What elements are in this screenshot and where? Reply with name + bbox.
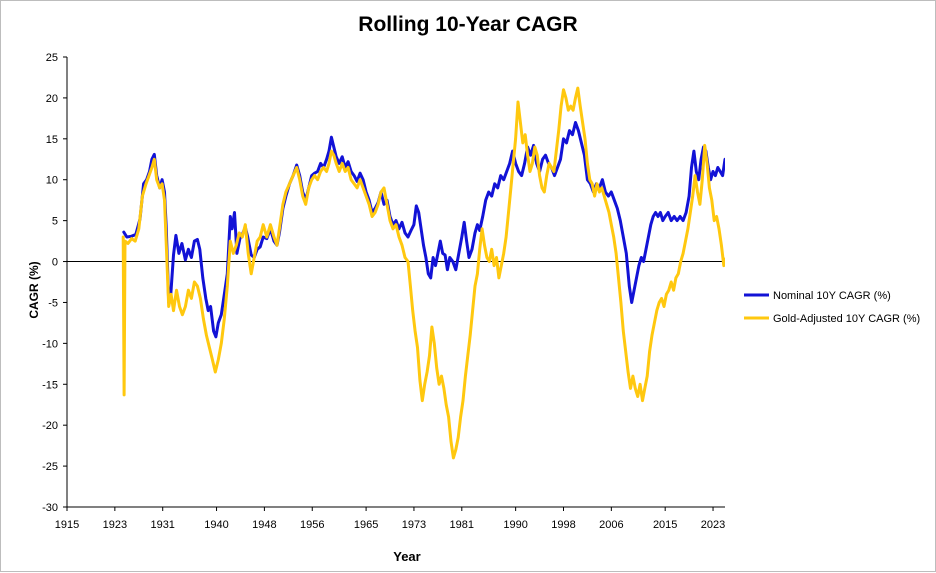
- x-tick-label: 2023: [701, 519, 725, 531]
- y-tick-label: 25: [46, 52, 58, 64]
- x-tick-label: 1923: [103, 519, 127, 531]
- y-tick-label: 15: [46, 134, 58, 146]
- x-tick-label: 1931: [150, 519, 174, 531]
- series-line-gold-adjusted: [121, 86, 725, 460]
- legend-label-gold-adjusted: Gold-Adjusted 10Y CAGR (%): [773, 313, 920, 325]
- x-tick-label: 1990: [503, 519, 527, 531]
- y-tick-label: -10: [42, 338, 58, 350]
- series-line-nominal: [122, 121, 725, 339]
- y-tick-label: -25: [42, 461, 58, 473]
- x-tick-label: 2015: [653, 519, 677, 531]
- chart-title: Rolling 10-Year CAGR: [358, 13, 578, 36]
- y-tick-label: 20: [46, 93, 58, 105]
- y-tick-label: 10: [46, 175, 58, 187]
- x-tick-label: 1948: [252, 519, 276, 531]
- x-tick-label: 1915: [55, 519, 79, 531]
- x-tick-label: 1981: [450, 519, 474, 531]
- legend-label-nominal: Nominal 10Y CAGR (%): [773, 290, 891, 302]
- y-tick-label: 5: [52, 216, 58, 228]
- x-tick-label: 1965: [354, 519, 378, 531]
- x-axis-label: Year: [393, 549, 421, 564]
- y-tick-label: -15: [42, 379, 58, 391]
- y-tick-label: -5: [48, 297, 58, 309]
- y-tick-label: 0: [52, 257, 58, 269]
- x-tick-label: 1956: [300, 519, 324, 531]
- x-tick-label: 2006: [599, 519, 623, 531]
- x-tick-label: 1998: [551, 519, 575, 531]
- x-tick-label: 1973: [402, 519, 426, 531]
- x-tick-label: 1940: [204, 519, 228, 531]
- y-tick-label: -30: [42, 502, 58, 514]
- y-tick-label: -20: [42, 420, 58, 432]
